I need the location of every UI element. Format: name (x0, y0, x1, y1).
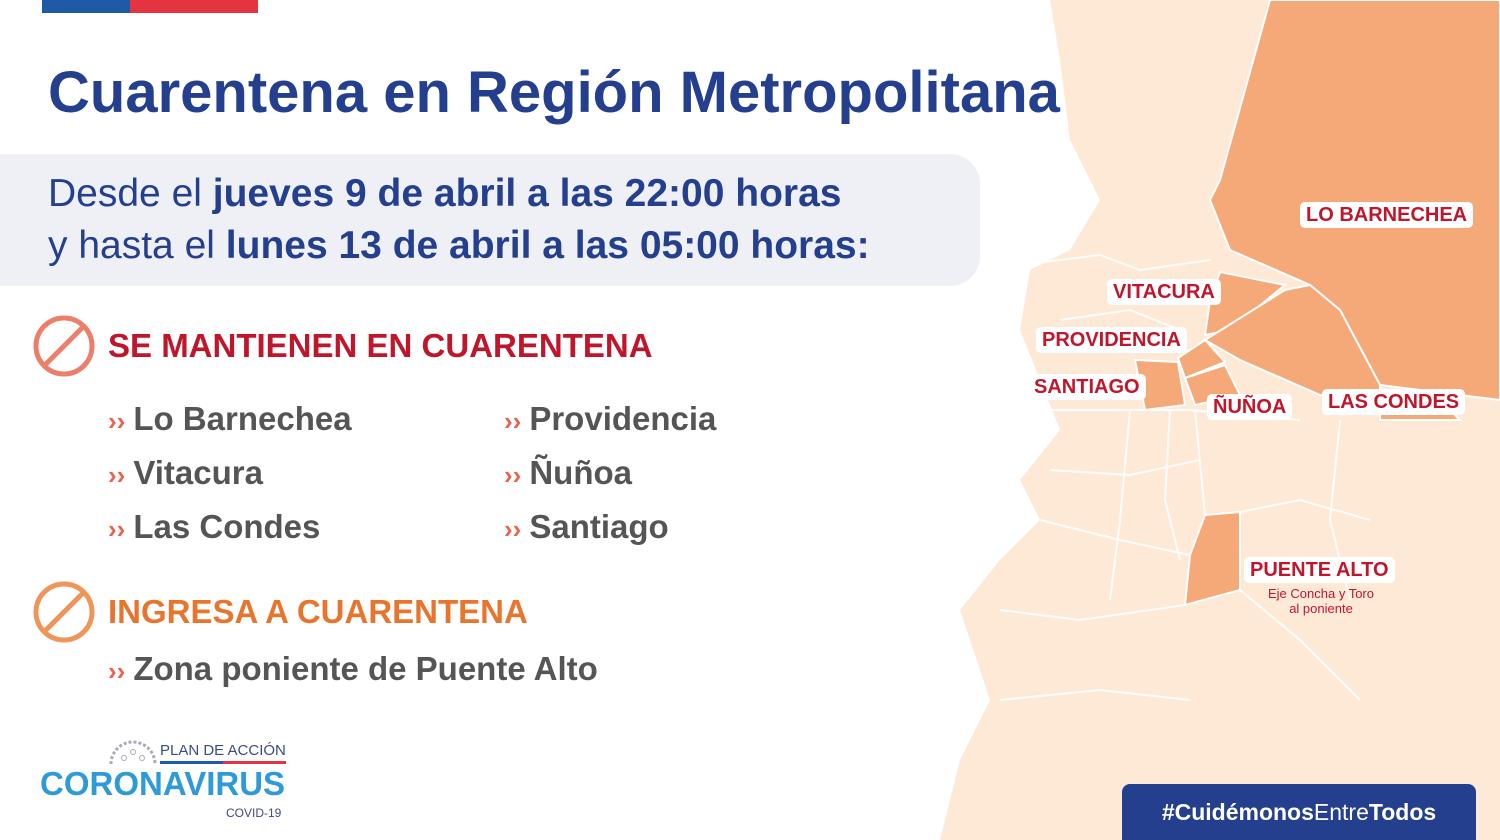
list-item: ›› Santiago (504, 501, 716, 555)
chevron-icon: ›› (504, 514, 522, 544)
map-label-puente-alto: PUENTE ALTO (1244, 557, 1395, 583)
note-line: al poniente (1289, 601, 1353, 616)
list-item: ›› Ñuñoa (504, 447, 716, 501)
hashtag-part: #Cuidémonos (1161, 798, 1314, 825)
item-label: Lo Barnechea (133, 400, 352, 437)
section-maintain: SE MANTIENEN EN CUARENTENA (32, 314, 653, 378)
virus-icon (109, 740, 157, 765)
item-label: Vitacura (133, 454, 263, 491)
maintain-list-col1: ›› Lo Barnechea ›› Vitacura ›› Las Condes (108, 393, 352, 555)
coronavirus-plan-logo: PLAN DE ACCIÓN CORONAVIRUS COVID-19 (40, 736, 290, 826)
item-label: Santiago (529, 508, 669, 545)
chevron-icon: ›› (504, 460, 522, 490)
date-range-box: Desde el jueves 9 de abril a las 22:00 h… (0, 154, 980, 286)
prohibited-icon (33, 581, 95, 643)
chevron-icon: ›› (108, 460, 126, 490)
chevron-icon: ›› (108, 656, 126, 686)
list-item: ›› Providencia (504, 393, 716, 447)
item-label: Zona poniente de Puente Alto (133, 650, 598, 687)
logo-name: CORONAVIRUS (40, 765, 286, 802)
item-label: Providencia (529, 400, 717, 437)
hashtag-part: Todos (1368, 798, 1437, 825)
chevron-icon: ›› (108, 514, 126, 544)
list-item: ›› Las Condes (108, 501, 352, 555)
section-enter: INGRESA A CUARENTENA (32, 580, 528, 644)
region-las-condes (1203, 283, 1463, 421)
region-providencia (1176, 338, 1227, 380)
note-line: Eje Concha y Toro (1268, 586, 1374, 601)
chevron-icon: ›› (108, 406, 126, 436)
section-enter-title: INGRESA A CUARENTENA (108, 593, 528, 630)
map-label-lo-barnechea: LO BARNECHEA (1300, 202, 1474, 228)
list-item: ›› Vitacura (108, 447, 352, 501)
hashtag-banner: #Cuidémonos Entre Todos (1122, 784, 1476, 840)
region-puente-alto (1183, 510, 1241, 607)
date-line1-prefix: Desde el (48, 172, 213, 215)
logo-plan-text: PLAN DE ACCIÓN (160, 742, 286, 764)
item-label: Las Condes (133, 508, 321, 545)
map-label-santiago: SANTIAGO (1028, 374, 1146, 400)
map-label-las-condes: LAS CONDES (1322, 389, 1466, 415)
enter-list: ›› Zona poniente de Puente Alto (108, 643, 598, 697)
page-title: Cuarentena en Región Metropolitana (48, 60, 1060, 125)
date-line2-prefix: y hasta el (48, 224, 226, 267)
hashtag-part: Entre (1313, 798, 1369, 825)
map-label-vitacura: VITACURA (1107, 279, 1221, 305)
logo-sub: COVID-19 (226, 806, 282, 820)
date-end: lunes 13 de abril a las 05:00 horas: (225, 224, 870, 267)
date-start: jueves 9 de abril a las 22:00 horas (212, 172, 842, 215)
puente-alto-note: Eje Concha y Toro al poniente (1250, 586, 1392, 616)
list-item: ›› Lo Barnechea (108, 393, 352, 447)
prohibited-icon (33, 315, 95, 377)
chevron-icon: ›› (504, 406, 522, 436)
chile-flag-bar (42, 0, 258, 13)
section-maintain-title: SE MANTIENEN EN CUARENTENA (108, 327, 653, 364)
map-label-nunoa: ÑUÑOA (1207, 394, 1293, 420)
list-item: ›› Zona poniente de Puente Alto (108, 643, 598, 697)
item-label: Ñuñoa (529, 454, 632, 491)
map-label-providencia: PROVIDENCIA (1036, 327, 1187, 353)
maintain-list-col2: ›› Providencia ›› Ñuñoa ›› Santiago (504, 393, 716, 555)
